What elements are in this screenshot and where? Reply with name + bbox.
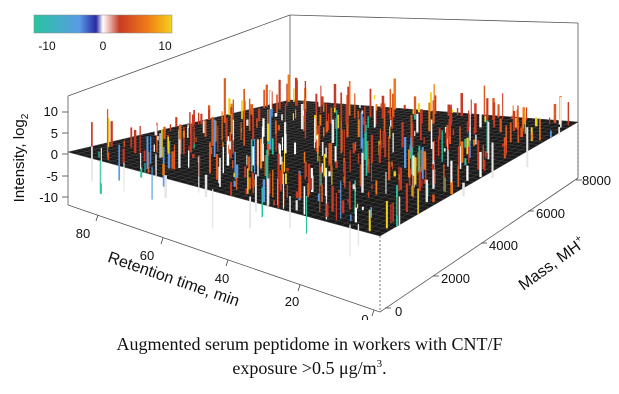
caption-line2-prefix: exposure >0.5 μg/m — [232, 358, 377, 378]
y-tick-8000: 8000 — [582, 173, 611, 188]
z-axis: 10 5 0 -5 -10 Intensity, log2 — [11, 104, 68, 205]
frame-back-top — [289, 14, 579, 24]
mesh-line — [251, 108, 544, 143]
x-tick-mark-60 — [160, 237, 164, 245]
colorbar: -10 0 10 — [33, 14, 173, 53]
y-tick-0: 0 — [395, 304, 402, 319]
x-tick-40: 40 — [215, 271, 229, 286]
z-axis-label: Intensity, log2 — [11, 113, 31, 202]
z-tick-neg5: -5 — [46, 169, 58, 184]
caption-line2-sup: 3 — [376, 358, 383, 370]
mesh-line — [294, 115, 499, 214]
frame-bottom-left — [67, 204, 381, 313]
y-axis-label-main: Mass, MH — [516, 238, 584, 294]
box-frame — [67, 14, 579, 313]
mesh-line — [262, 106, 554, 137]
figure-caption-line2: exposure >0.5 μg/m3. — [0, 358, 619, 379]
z-tick-0: 0 — [51, 147, 58, 162]
frame-bottom-right — [379, 177, 579, 313]
surface-chart: -10 0 10 10 5 0 -5 -10 — [11, 14, 611, 320]
colorbar-tick-0: 0 — [100, 39, 107, 53]
caption-line2-suffix: . — [382, 358, 387, 378]
y-tick-2000: 2000 — [441, 271, 470, 286]
z-axis-label-sub: 2 — [20, 113, 31, 119]
z-tick-10: 10 — [44, 104, 58, 119]
x-tick-mark-0 — [371, 309, 375, 317]
colorbar-gradient — [33, 14, 173, 34]
mesh-line — [379, 121, 579, 237]
x-tick-20: 20 — [285, 294, 299, 309]
y-axis-label: Mass, MH+ — [515, 233, 589, 294]
mesh-line — [190, 123, 489, 174]
z-tick-neg10: -10 — [39, 190, 58, 205]
mesh-line — [240, 111, 534, 148]
x-tick-mark-40 — [225, 259, 229, 267]
colorbar-tick-neg10: -10 — [38, 39, 56, 53]
x-tick-60: 60 — [140, 248, 154, 263]
mesh-line — [278, 102, 569, 128]
mesh-line — [325, 117, 528, 222]
mesh-line — [340, 119, 543, 226]
figure-caption-line1: Augmented serum peptidome in workers wit… — [116, 334, 503, 354]
x-tick-mark-20 — [297, 284, 301, 292]
z-tick-5: 5 — [51, 126, 58, 141]
x-axis: 80 60 40 20 0 Retention time, min — [76, 214, 375, 320]
mesh-line — [228, 114, 524, 154]
x-tick-80: 80 — [76, 226, 90, 241]
mesh-line — [372, 121, 571, 235]
x-tick-mark-80 — [95, 214, 99, 222]
surface-peaks — [91, 74, 570, 257]
mesh-line — [201, 120, 499, 168]
mesh-line — [356, 120, 557, 230]
surface-plane — [67, 74, 579, 257]
mesh-line — [234, 112, 529, 151]
colorbar-tick-10: 10 — [158, 39, 172, 53]
y-tick-4000: 4000 — [489, 238, 518, 253]
y-axis-label-sup: + — [573, 233, 584, 245]
z-axis-label-main: Intensity, log — [11, 119, 28, 202]
y-tick-6000: 6000 — [536, 206, 565, 221]
x-tick-0: 0 — [361, 312, 368, 320]
frame-left-top — [67, 14, 291, 97]
mesh-line — [348, 119, 550, 228]
